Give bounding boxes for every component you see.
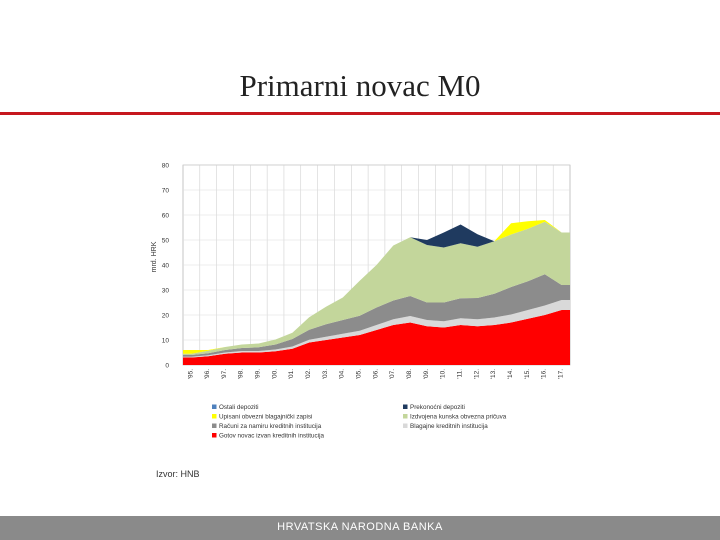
legend-swatch-racuni-za-namiru-kreditnih-institucija: [212, 423, 217, 428]
y-tick-label: 80: [162, 163, 170, 170]
legend-swatch-gotov-novac-izvan-kreditnih-institucija: [212, 433, 217, 438]
chart-canvas: 0 10 20 30 40 50 60 70 80 mrd. HRK '95. '96. '97. '98…: [151, 163, 571, 440]
legend-swatch-prekonocni-depoziti: [403, 404, 408, 409]
x-tick-label: '12.: [473, 369, 480, 379]
x-tick-label: '09.: [423, 369, 430, 379]
x-tick-label: '07.: [389, 369, 396, 379]
footer-bar: HRVATSKA NARODNA BANKA: [0, 516, 720, 540]
x-tick-label: '95.: [187, 369, 194, 379]
y-tick-label: 60: [162, 213, 170, 220]
y-tick-label: 10: [162, 338, 170, 345]
x-tick-label: '11.: [457, 369, 464, 379]
area-gotov-novac-izvan-kreditnih-institucija: [183, 310, 570, 365]
source-note: Izvor: HNB: [156, 469, 200, 479]
x-tick-label: '02.: [305, 369, 312, 379]
x-tick-label: '96.: [204, 369, 211, 379]
y-tick-label: 20: [162, 313, 170, 320]
y-axis-label: mrd. HRK: [151, 241, 158, 272]
x-tick-label: '05.: [356, 369, 363, 379]
legend-label-izdvojena-kunska-obvezna-pricuva: Izdvojena kunska obvezna pričuva: [410, 414, 507, 421]
x-tick-label: '17.: [557, 369, 564, 379]
y-tick-label: 70: [162, 188, 170, 195]
slide-title: Primarni novac M0: [239, 68, 481, 103]
x-tick-label: '98.: [238, 369, 245, 379]
x-tick-label: '99.: [255, 369, 262, 379]
legend-swatch-upisani-obvezni-blagajnicki-zapisi: [212, 414, 217, 419]
legend-swatch-ostali-depoziti: [212, 404, 217, 409]
y-tick-label: 30: [162, 288, 170, 295]
legend-label-upisani-obvezni-blagajnicki-zapisi: Upisani obvezni blagajnički zapisi: [219, 414, 312, 421]
x-tick-label: '16.: [541, 369, 548, 379]
legend-label-gotov-novac-izvan-kreditnih-institucija: Gotov novac izvan kreditnih institucija: [219, 433, 324, 440]
legend-swatch-blagajne-kreditnih-institucija: [403, 423, 408, 428]
x-tick-label: '10.: [440, 369, 447, 379]
x-tick-label: '97.: [221, 369, 228, 379]
x-tick-label: '15.: [524, 369, 531, 379]
y-tick-label: 50: [162, 238, 170, 245]
legend-label-blagajne-kreditnih-institucija: Blagajne kreditnih institucija: [410, 423, 488, 430]
y-tick-label: 40: [162, 263, 170, 270]
m0-area-chart: 0 10 20 30 40 50 60 70 80 mrd. HRK '95. '96. '97. '98…: [140, 155, 590, 455]
x-tick-label: '06.: [372, 369, 379, 379]
x-tick-label: '13.: [490, 369, 497, 379]
legend-label-ostali-depoziti: Ostali depoziti: [219, 404, 259, 411]
x-tick-label: '01.: [288, 369, 295, 379]
area-racuni-za-namiru-kreditnih-institucija: [183, 274, 570, 357]
legend-label-prekonocni-depoziti: Prekonoćni depoziti: [410, 404, 465, 411]
x-tick-label: '03.: [322, 369, 329, 379]
x-tick-label: '04.: [339, 369, 346, 379]
area-blagajne-kreditnih-institucija: [183, 300, 570, 358]
x-tick-label: '14.: [507, 369, 514, 379]
legend-label-racuni-za-namiru-kreditnih-institucija: Računi za namiru kreditnih institucija: [219, 423, 322, 430]
area-izdvojena-kunska-obvezna-pricuva: [183, 221, 570, 355]
x-tick-label: '00.: [271, 369, 278, 379]
footer-bank-name: HRVATSKA NARODNA BANKA: [277, 521, 443, 533]
x-tick-label: '08.: [406, 369, 413, 379]
legend-swatch-izdvojena-kunska-obvezna-pricuva: [403, 414, 408, 419]
title-divider: [0, 112, 720, 115]
y-tick-label: 0: [165, 363, 169, 370]
